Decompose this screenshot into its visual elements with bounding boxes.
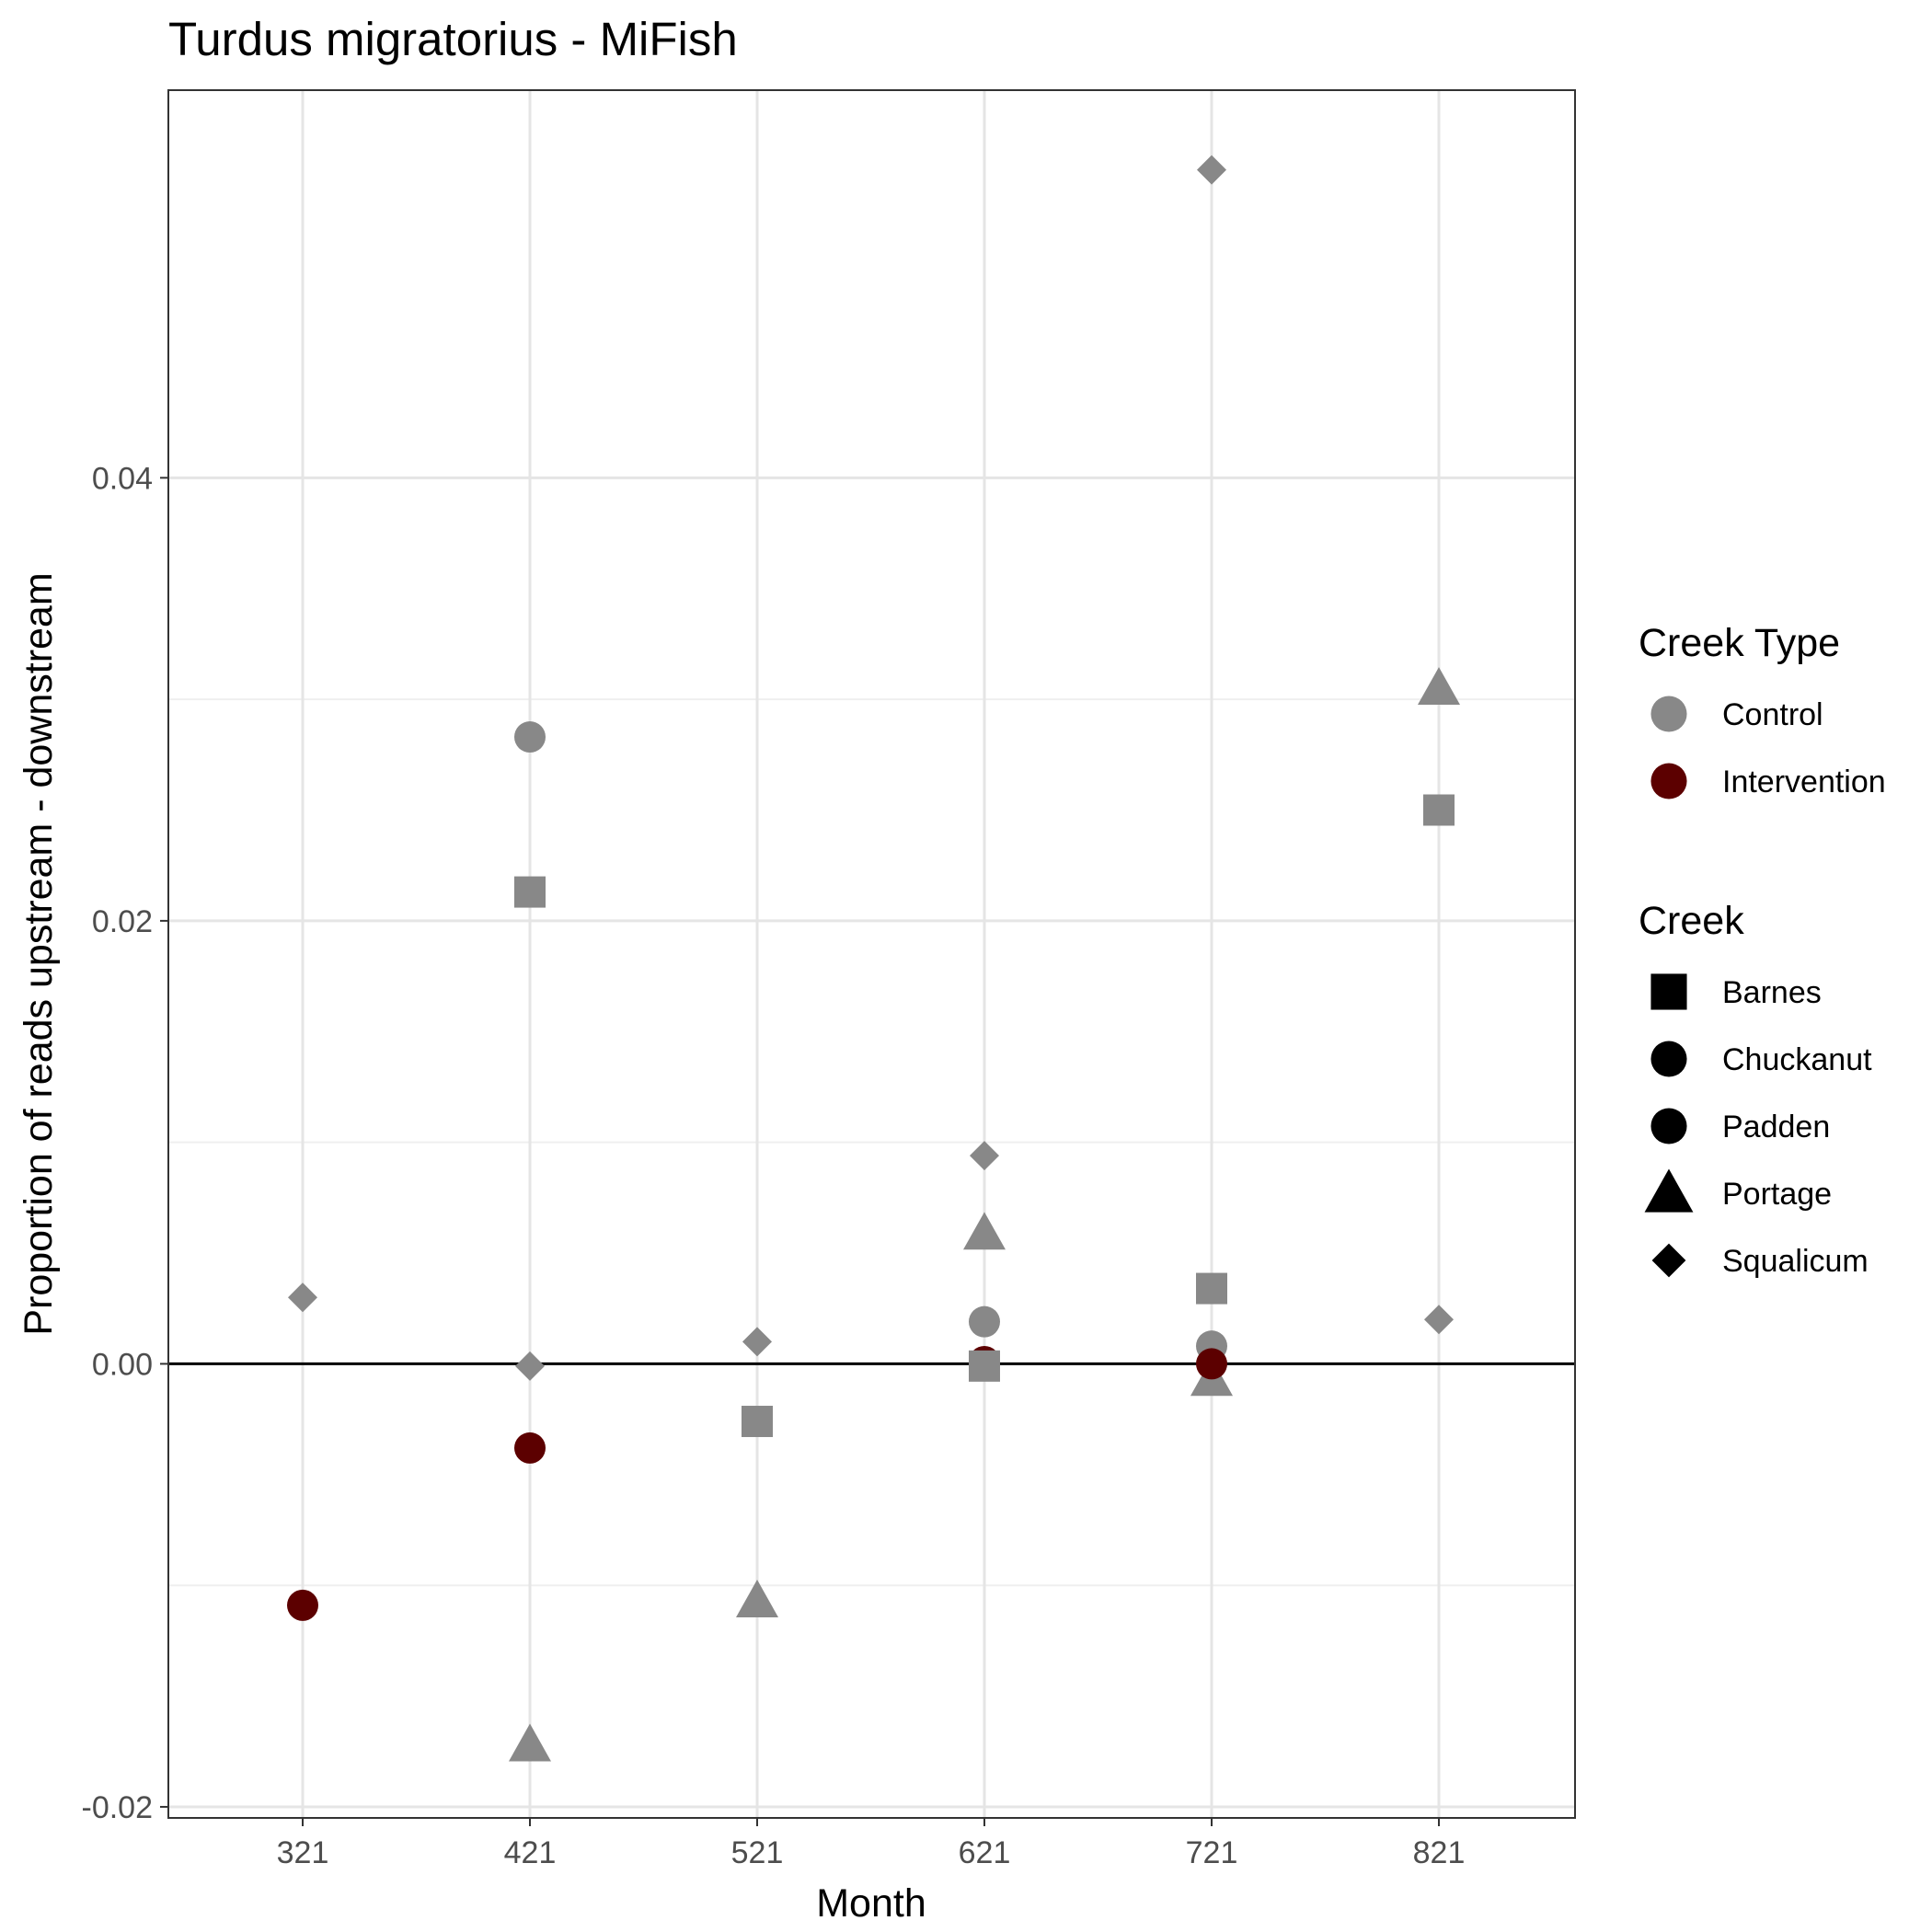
x-tick-label: 621	[959, 1835, 1011, 1870]
legend-key-padden	[1650, 1108, 1687, 1144]
x-axis-title: Month	[816, 1881, 926, 1926]
y-tick-label: 0.00	[92, 1347, 153, 1382]
data-point-portage-621	[963, 1212, 1006, 1250]
y-tick-label: 0.02	[92, 904, 153, 939]
data-points	[287, 155, 1460, 1762]
data-point-padden-721	[1196, 1348, 1227, 1380]
data-point-barnes-521	[742, 1406, 773, 1438]
data-point-barnes-821	[1423, 794, 1455, 826]
data-point-padden-321	[287, 1589, 318, 1621]
data-point-squalicum-621	[970, 1141, 999, 1171]
legend-creek-type: Creek Type Control Intervention	[1639, 621, 1886, 799]
legend-creek-type-title: Creek Type	[1639, 621, 1840, 665]
data-point-barnes-721	[1196, 1272, 1227, 1305]
data-point-squalicum-321	[288, 1282, 317, 1313]
data-point-squalicum-521	[742, 1327, 772, 1357]
x-tick-label: 721	[1186, 1835, 1238, 1870]
legend-label-control: Control	[1722, 697, 1823, 732]
plot-border	[167, 89, 1576, 1819]
data-point-barnes-421	[514, 876, 546, 908]
legend-label-squalicum: Squalicum	[1722, 1244, 1869, 1279]
chart-title: Turdus migratorius - MiFish	[168, 13, 738, 65]
legend-label-barnes: Barnes	[1722, 975, 1822, 1010]
legend-key-control	[1650, 696, 1687, 732]
data-point-squalicum-821	[1424, 1305, 1454, 1335]
y-axis-title: Proportion of reads upstream - downstrea…	[17, 572, 61, 1335]
legend-creek-title: Creek	[1639, 899, 1744, 943]
plot-panel	[168, 90, 1575, 1818]
y-tick-label: -0.02	[82, 1790, 154, 1825]
legend-label-chuckanut: Chuckanut	[1722, 1042, 1872, 1077]
data-point-portage-421	[509, 1723, 551, 1762]
data-point-barnes-621	[969, 1350, 1000, 1382]
legend-key-intervention	[1650, 763, 1687, 799]
legend-key-portage	[1644, 1168, 1694, 1213]
data-point-portage-521	[736, 1580, 778, 1617]
y-tick-label: 0.04	[92, 461, 153, 496]
data-point-squalicum-421	[515, 1351, 545, 1381]
legend-key-chuckanut	[1650, 1041, 1687, 1077]
legend-label-intervention: Intervention	[1722, 765, 1886, 799]
x-axis: 321 421 521 621 721 821	[277, 1818, 1466, 1870]
data-point-padden-421	[514, 1432, 546, 1464]
x-tick-label: 821	[1413, 1835, 1466, 1870]
x-tick-label: 421	[504, 1835, 557, 1870]
data-point-squalicum-721	[1197, 155, 1226, 185]
legend-key-squalicum	[1651, 1243, 1686, 1278]
x-tick-label: 521	[731, 1835, 784, 1870]
legend-label-portage: Portage	[1722, 1177, 1832, 1212]
data-point-chuckanut-621	[969, 1305, 1000, 1338]
legend-label-padden: Padden	[1722, 1110, 1830, 1144]
data-point-chuckanut-421	[514, 721, 546, 753]
legend-key-barnes	[1650, 973, 1687, 1010]
legend-creek: Creek Barnes Chuckanut Padden Portage Squali…	[1639, 899, 1872, 1279]
y-axis: -0.02 0.00 0.02 0.04	[82, 461, 168, 1825]
data-point-portage-821	[1418, 667, 1460, 706]
x-tick-label: 321	[277, 1835, 329, 1870]
